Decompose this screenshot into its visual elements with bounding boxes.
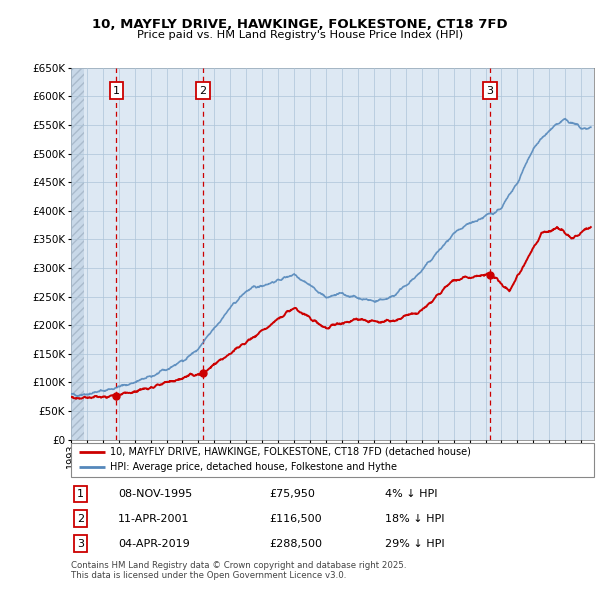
Text: 18% ↓ HPI: 18% ↓ HPI xyxy=(385,514,444,523)
Text: 04-APR-2019: 04-APR-2019 xyxy=(118,539,190,549)
Bar xyxy=(71,68,85,440)
Text: 08-NOV-1995: 08-NOV-1995 xyxy=(118,489,192,499)
Text: 1: 1 xyxy=(77,489,84,499)
Text: 4% ↓ HPI: 4% ↓ HPI xyxy=(385,489,437,499)
Text: 1: 1 xyxy=(113,86,120,96)
Text: HPI: Average price, detached house, Folkestone and Hythe: HPI: Average price, detached house, Folk… xyxy=(110,463,397,473)
Text: 3: 3 xyxy=(77,539,84,549)
Text: 3: 3 xyxy=(486,86,493,96)
Text: 2: 2 xyxy=(199,86,206,96)
Text: 11-APR-2001: 11-APR-2001 xyxy=(118,514,190,523)
Text: £75,950: £75,950 xyxy=(269,489,316,499)
Text: £116,500: £116,500 xyxy=(269,514,322,523)
Text: 2: 2 xyxy=(77,514,84,523)
Text: 10, MAYFLY DRIVE, HAWKINGE, FOLKESTONE, CT18 7FD (detached house): 10, MAYFLY DRIVE, HAWKINGE, FOLKESTONE, … xyxy=(110,447,471,457)
Text: 29% ↓ HPI: 29% ↓ HPI xyxy=(385,539,445,549)
FancyBboxPatch shape xyxy=(71,442,594,477)
Text: £288,500: £288,500 xyxy=(269,539,323,549)
Text: 10, MAYFLY DRIVE, HAWKINGE, FOLKESTONE, CT18 7FD: 10, MAYFLY DRIVE, HAWKINGE, FOLKESTONE, … xyxy=(92,18,508,31)
Text: Contains HM Land Registry data © Crown copyright and database right 2025.
This d: Contains HM Land Registry data © Crown c… xyxy=(71,560,406,580)
Text: Price paid vs. HM Land Registry's House Price Index (HPI): Price paid vs. HM Land Registry's House … xyxy=(137,30,463,40)
